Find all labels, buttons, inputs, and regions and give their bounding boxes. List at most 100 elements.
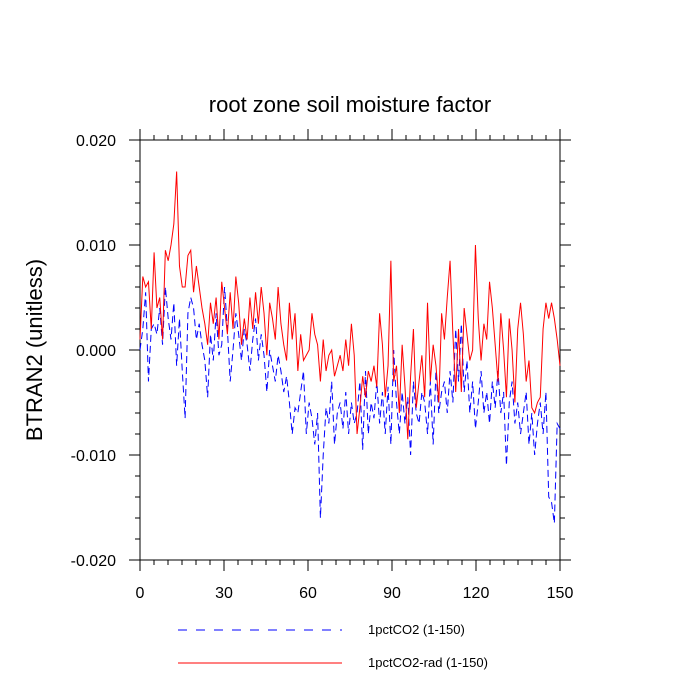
data-point xyxy=(151,328,152,329)
data-point xyxy=(255,318,256,319)
data-point xyxy=(396,365,397,366)
series-line xyxy=(139,286,561,524)
data-point xyxy=(148,381,149,382)
data-point xyxy=(387,386,388,387)
data-point xyxy=(210,302,211,303)
data-point xyxy=(373,365,374,366)
x-tick-label: 30 xyxy=(215,585,233,602)
data-point xyxy=(540,402,541,403)
data-point xyxy=(506,397,507,398)
data-point xyxy=(531,407,532,408)
data-point xyxy=(354,423,355,424)
data-point xyxy=(272,365,273,366)
data-point xyxy=(362,449,363,450)
y-tick-label: -0.010 xyxy=(71,448,116,465)
data-point xyxy=(444,339,445,340)
data-point xyxy=(153,323,154,324)
data-point xyxy=(359,407,360,408)
data-point xyxy=(201,344,202,345)
data-point xyxy=(339,402,340,403)
data-point xyxy=(435,365,436,366)
data-point xyxy=(292,339,293,340)
data-point xyxy=(540,397,541,398)
data-point xyxy=(215,297,216,298)
data-point xyxy=(339,355,340,356)
legend-label: 1pctCO2-rad (1-150) xyxy=(368,655,488,670)
data-point xyxy=(438,402,439,403)
data-point xyxy=(506,465,507,466)
series-1 xyxy=(139,286,561,524)
data-point xyxy=(404,386,405,387)
x-tick-label: 120 xyxy=(463,585,490,602)
data-point xyxy=(297,370,298,371)
data-point xyxy=(246,339,247,340)
data-point xyxy=(173,223,174,224)
data-point xyxy=(263,313,264,314)
data-point xyxy=(373,418,374,419)
data-point xyxy=(421,391,422,392)
data-point xyxy=(345,391,346,392)
data-point xyxy=(241,360,242,361)
data-point xyxy=(331,381,332,382)
data-point xyxy=(345,339,346,340)
data-point xyxy=(545,302,546,303)
data-point xyxy=(162,344,163,345)
data-point xyxy=(224,307,225,308)
data-point xyxy=(455,391,456,392)
data-point xyxy=(314,334,315,335)
data-point xyxy=(182,370,183,371)
data-point xyxy=(213,360,214,361)
y-tick-label: 0.020 xyxy=(76,133,116,150)
data-point xyxy=(317,412,318,413)
data-point xyxy=(184,286,185,287)
data-point xyxy=(492,307,493,308)
data-point xyxy=(401,344,402,345)
x-tick-label: 60 xyxy=(299,585,317,602)
data-point xyxy=(390,444,391,445)
data-point xyxy=(430,381,431,382)
data-point xyxy=(469,412,470,413)
data-point xyxy=(441,313,442,314)
data-point xyxy=(503,391,504,392)
data-point xyxy=(232,328,233,329)
legend-label: 1pctCO2 (1-150) xyxy=(368,622,465,637)
data-point xyxy=(230,292,231,293)
data-point xyxy=(379,313,380,314)
data-point xyxy=(556,339,557,340)
data-point xyxy=(517,328,518,329)
data-point xyxy=(447,297,448,298)
data-point xyxy=(246,344,247,345)
data-point xyxy=(337,412,338,413)
data-point xyxy=(354,355,355,356)
data-point xyxy=(537,402,538,403)
data-point xyxy=(551,302,552,303)
data-point xyxy=(190,297,191,298)
data-point xyxy=(218,355,219,356)
data-point xyxy=(294,313,295,314)
data-point xyxy=(244,328,245,329)
data-point xyxy=(348,433,349,434)
data-point xyxy=(215,313,216,314)
data-point xyxy=(449,370,450,371)
data-point xyxy=(286,376,287,377)
data-point xyxy=(416,407,417,408)
data-point xyxy=(176,365,177,366)
data-point xyxy=(551,502,552,503)
data-point xyxy=(548,496,549,497)
data-point xyxy=(207,344,208,345)
data-point xyxy=(323,339,324,340)
data-point xyxy=(306,433,307,434)
data-point xyxy=(554,318,555,319)
data-point xyxy=(196,339,197,340)
data-point xyxy=(292,433,293,434)
data-point xyxy=(238,302,239,303)
data-point xyxy=(269,302,270,303)
data-point xyxy=(556,423,557,424)
data-point xyxy=(193,292,194,293)
data-point xyxy=(545,391,546,392)
data-point xyxy=(511,349,512,350)
minor-ticks xyxy=(135,135,565,565)
data-point xyxy=(196,265,197,266)
data-point xyxy=(461,391,462,392)
data-point xyxy=(472,381,473,382)
